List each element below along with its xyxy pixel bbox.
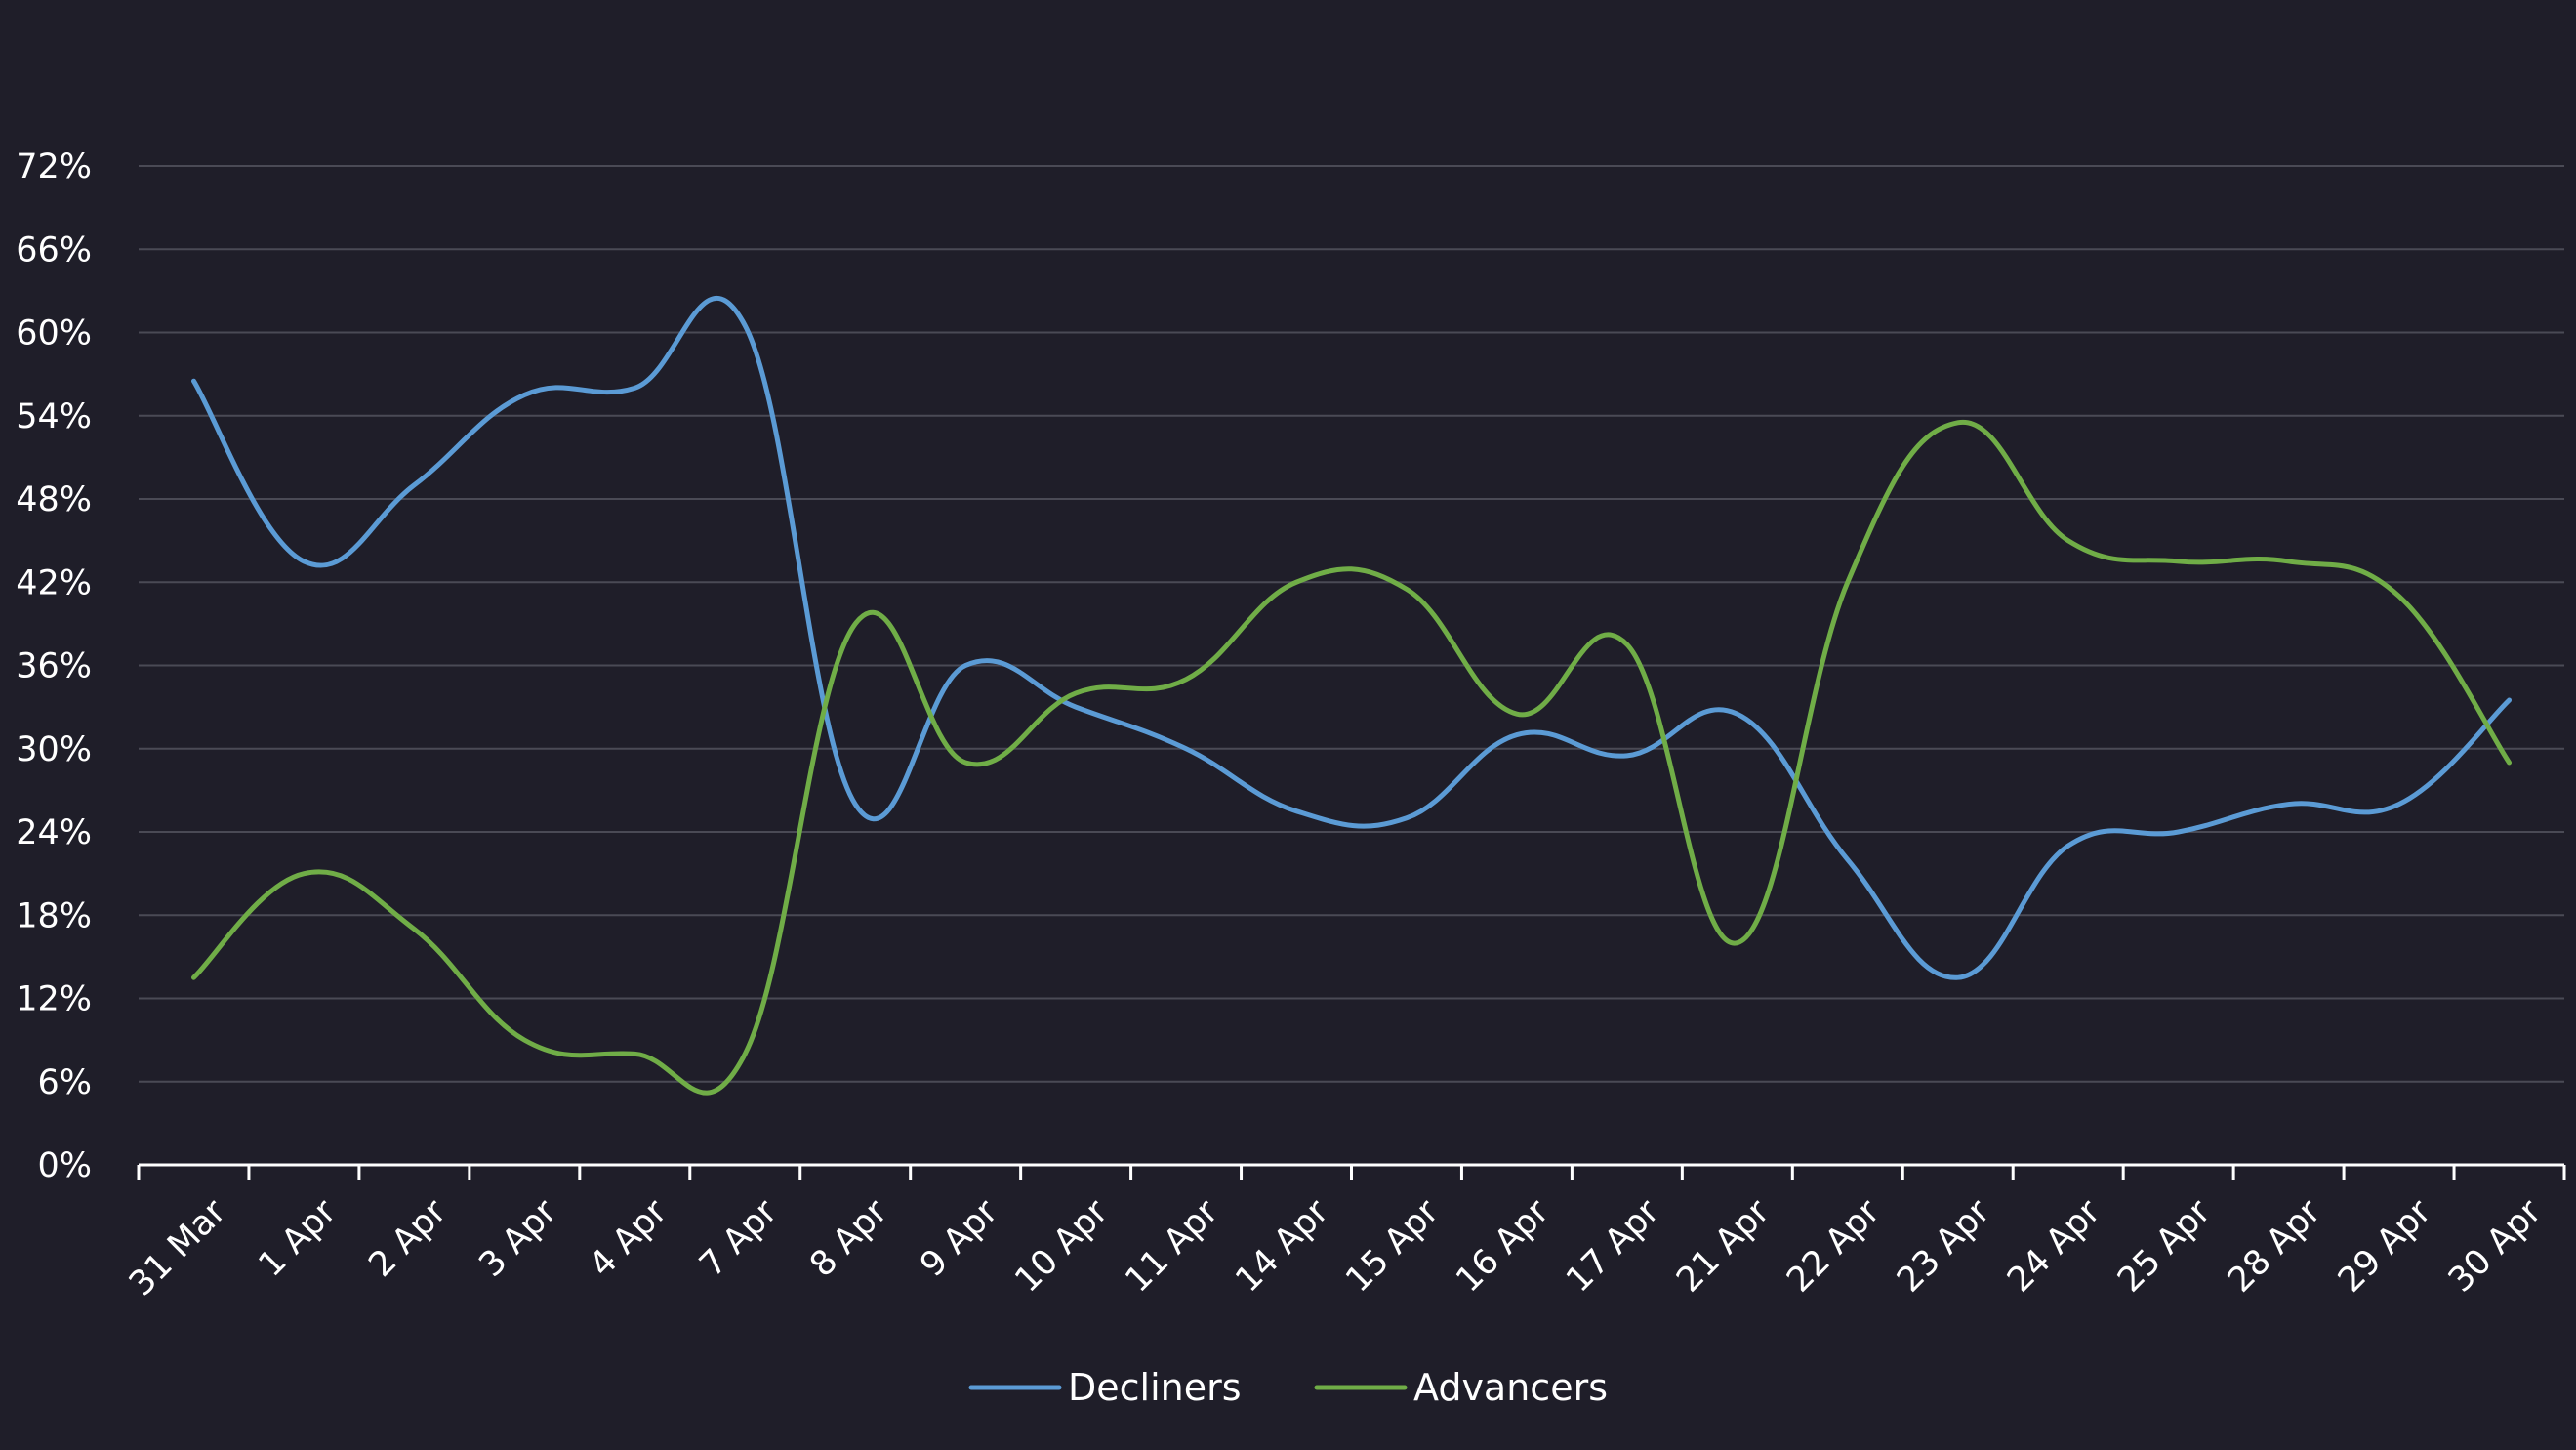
y-tick-label: 36% (16, 647, 92, 686)
x-tick-label: 30 Apr (2441, 1192, 2550, 1301)
x-tick-label: 23 Apr (1890, 1192, 1998, 1301)
y-tick-label: 60% (16, 314, 92, 353)
legend-label: Decliners (1068, 1366, 1242, 1409)
x-tick-label: 17 Apr (1559, 1192, 1667, 1301)
y-tick-label: 42% (16, 563, 92, 602)
x-tick-label: 2 Apr (362, 1192, 455, 1285)
x-tick-label: 31 Mar (122, 1192, 234, 1305)
y-tick-label: 30% (16, 730, 92, 769)
legend-item-decliners: Decliners (968, 1366, 1242, 1409)
y-tick-label: 18% (16, 896, 92, 935)
series-line-decliners (190, 295, 2513, 980)
x-tick-label: 25 Apr (2110, 1192, 2219, 1301)
series-lines (190, 295, 2513, 1096)
y-tick-label: 66% (16, 230, 92, 269)
x-tick-label: 9 Apr (913, 1192, 1005, 1285)
y-tick-label: 72% (16, 147, 92, 186)
y-tick-label: 0% (37, 1146, 92, 1185)
x-tick-label: 11 Apr (1118, 1192, 1226, 1301)
x-tick-label: 21 Apr (1669, 1192, 1778, 1301)
y-axis-tick-labels: 0% 6% 12% 18% 24% 30% 36% 42% 48% 54% 60% 66% 72% (16, 147, 92, 1185)
x-tick-label: 16 Apr (1449, 1192, 1557, 1301)
x-tick-label: 3 Apr (471, 1192, 564, 1285)
x-tick-label: 28 Apr (2221, 1192, 2329, 1301)
y-tick-label: 24% (16, 813, 92, 852)
x-tick-label: 15 Apr (1338, 1192, 1447, 1301)
legend: Decliners Advancers (968, 1366, 1608, 1409)
x-tick-label: 24 Apr (2000, 1192, 2108, 1301)
y-tick-label: 54% (16, 397, 92, 436)
legend-label: Advancers (1413, 1366, 1608, 1409)
y-tick-label: 48% (16, 480, 92, 519)
y-tick-label: 12% (16, 980, 92, 1019)
x-tick-label: 4 Apr (582, 1192, 675, 1285)
x-tick-label: 1 Apr (252, 1192, 345, 1285)
x-tick-label: 22 Apr (1779, 1192, 1888, 1301)
legend-item-advancers: Advancers (1314, 1366, 1608, 1409)
x-tick-label: 14 Apr (1228, 1192, 1336, 1301)
x-axis-tick-labels: 31 Mar 1 Apr 2 Apr 3 Apr 4 Apr 7 Apr 8 Apr 9 Ap… (122, 1192, 2550, 1305)
y-tick-label: 6% (37, 1063, 92, 1102)
gridlines (139, 165, 2564, 1083)
x-tick-label: 29 Apr (2331, 1192, 2439, 1301)
x-tick-label: 10 Apr (1007, 1192, 1116, 1301)
x-tick-label: 7 Apr (692, 1192, 785, 1285)
x-axis (137, 1163, 2566, 1180)
x-tick-label: 8 Apr (802, 1192, 895, 1285)
series-line-advancers (190, 420, 2513, 1096)
